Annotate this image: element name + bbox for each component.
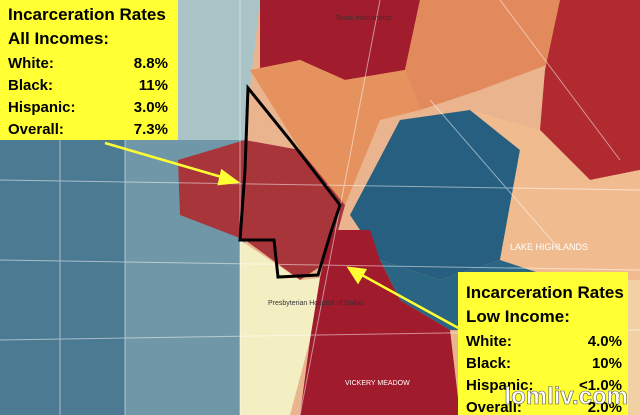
legend-title: Incarceration Rates [466,283,624,302]
row-label: Black: [8,77,53,94]
region [300,230,460,415]
region [175,0,260,140]
row-value: 8.8% [134,55,168,72]
legend-title: Incarceration Rates [8,5,166,24]
map-label: LAKE HIGHLANDS [510,242,588,252]
row-label: White: [8,55,54,72]
row-value: 11% [139,77,168,94]
map-label: Texas Instruments [335,15,392,22]
region [250,60,420,205]
row-label: Black: [466,355,511,372]
row-label: Overall: [466,399,522,415]
row-label: Hispanic: [466,377,534,394]
region [0,140,125,415]
legend-all-incomes: Incarceration Rates All Incomes: White: 8.8… [0,0,178,140]
region [540,0,640,180]
region [405,0,560,110]
row-value: 3.0% [134,99,168,116]
arrows [104,141,463,332]
row-value: 2.0% [588,399,622,415]
map-label: Presbyterian Hospital of Dallas [268,300,364,307]
row-value: <1.0% [579,377,622,394]
row-label: Overall: [8,121,64,138]
row-label: Hispanic: [8,99,76,116]
watermark: lomliv.com [504,383,628,410]
row-label: White: [466,333,512,350]
row-value: 10% [592,355,622,372]
region [350,110,520,280]
legend-low-income: Incarceration Rates Low Income: White: 4.0%… [458,272,628,415]
legend-subtitle: All Incomes: [8,29,109,48]
legend-subtitle: Low Income: [466,307,570,326]
region [240,240,320,415]
row-value: 4.0% [588,333,622,350]
region [470,110,640,280]
highlight-boundary [238,83,342,279]
region [178,140,345,280]
row-value: 7.3% [134,121,168,138]
map-label: VICKERY MEADOW [345,380,410,387]
